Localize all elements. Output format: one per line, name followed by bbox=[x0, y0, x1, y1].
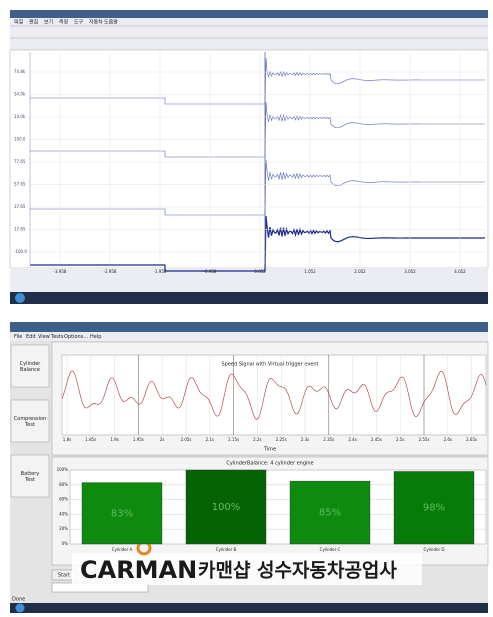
x-label: -3.958 bbox=[54, 269, 67, 274]
x-tick-label: 2.1s bbox=[206, 437, 214, 442]
x-tick-label: 1.95s bbox=[133, 437, 144, 442]
y-label: 17.65 bbox=[14, 227, 26, 232]
scope-plot bbox=[9, 49, 489, 269]
menu-item[interactable]: 측정 bbox=[59, 19, 68, 26]
y-label: 77.65 bbox=[14, 159, 26, 164]
y-label: 54.0k bbox=[14, 92, 26, 97]
x-label: -2.958 bbox=[104, 269, 117, 274]
y-tick-label: 100% bbox=[57, 467, 69, 472]
start-orb[interactable] bbox=[15, 293, 25, 303]
x-tick-label: 2.25s bbox=[276, 437, 287, 442]
menu-item[interactable]: File bbox=[14, 334, 22, 340]
x-tick-label: 1.9s bbox=[110, 437, 118, 442]
toolbar bbox=[10, 18, 488, 50]
taskbar bbox=[10, 292, 488, 304]
status-bar bbox=[10, 268, 488, 292]
x-label: 4.052 bbox=[454, 269, 466, 274]
bar-label: 100% bbox=[212, 502, 241, 513]
speed-plot bbox=[61, 354, 487, 436]
watermark-brand: CARMAN bbox=[80, 556, 197, 584]
bar bbox=[185, 469, 267, 545]
y-tick-label: 0% bbox=[62, 541, 69, 546]
y-label: 37.65 bbox=[14, 204, 26, 209]
bar bbox=[393, 471, 475, 545]
speed-x-label: Time bbox=[263, 447, 276, 453]
x-tick-label: 2.5s bbox=[396, 437, 404, 442]
sidebar-button[interactable] bbox=[10, 399, 50, 443]
menu-item[interactable]: 파일 bbox=[14, 19, 24, 26]
bar bbox=[289, 480, 371, 545]
menu-item[interactable]: 자동차 bbox=[89, 19, 103, 26]
x-tick-label: 2s bbox=[160, 437, 165, 442]
y-label: 14.0k bbox=[14, 114, 26, 119]
x-tick-label: 1.85s bbox=[85, 437, 96, 442]
speed-title: Speed Signal with Virtual trigger event bbox=[221, 362, 318, 368]
sidebar-button[interactable] bbox=[10, 344, 50, 388]
bar-label: 85% bbox=[319, 508, 341, 519]
x-label: 1.052 bbox=[304, 269, 316, 274]
x-label: 2.052 bbox=[354, 269, 366, 274]
x-tick-label: 2.3s bbox=[301, 437, 309, 442]
bar-label: 83% bbox=[111, 508, 133, 519]
menu-item[interactable]: Options... bbox=[64, 334, 88, 340]
menu-item[interactable]: 도움말 bbox=[104, 19, 118, 26]
x-tick-label: 2.35s bbox=[323, 437, 334, 442]
title-bar bbox=[10, 10, 488, 18]
x-tick-label: 2.05s bbox=[181, 437, 192, 442]
x-tick-label: 2.65s bbox=[466, 437, 477, 442]
y-label: 57.65 bbox=[14, 182, 26, 187]
menu-item[interactable]: Edit bbox=[26, 334, 36, 340]
watermark-text: 카맨샵 성수자동차공업사 bbox=[198, 560, 397, 582]
x-label: 0.052 bbox=[254, 269, 266, 274]
x-tick-label: 2.15s bbox=[228, 437, 239, 442]
status-text: Done bbox=[12, 597, 25, 603]
balance-title: CylinderBalance: 4 cylinder engine bbox=[226, 461, 313, 467]
sidebar-label: Cylinder Balance bbox=[20, 361, 42, 373]
y-tick-label: 40% bbox=[59, 511, 68, 516]
menu-item[interactable]: 보기 bbox=[44, 19, 53, 26]
category-label: Cylinder B bbox=[216, 547, 237, 552]
x-tick-label: 2.2s bbox=[253, 437, 261, 442]
y-tick-label: 60% bbox=[59, 497, 68, 502]
x-tick-label: 2.4s bbox=[348, 437, 356, 442]
category-label: Cylinder D bbox=[424, 547, 445, 552]
y-tick-label: 20% bbox=[59, 526, 68, 531]
menu-item[interactable]: Tests bbox=[50, 334, 64, 340]
start-orb[interactable] bbox=[15, 603, 25, 613]
sidebar-label: Battery Test bbox=[21, 471, 40, 483]
menu-item[interactable]: 도구 bbox=[74, 20, 84, 26]
menu-item[interactable]: Help bbox=[90, 334, 101, 340]
x-tick-label: 2.55s bbox=[419, 437, 430, 442]
sidebar-button[interactable] bbox=[10, 454, 50, 498]
y-label: 74.8k bbox=[14, 69, 26, 74]
x-tick-label: 1.8s bbox=[63, 437, 71, 442]
taskbar bbox=[10, 603, 488, 613]
speed-wave bbox=[61, 370, 487, 420]
y-label: -100.0 bbox=[14, 249, 27, 254]
x-label: -0.958 bbox=[204, 269, 217, 274]
title-bar bbox=[10, 322, 488, 332]
bar-label: 98% bbox=[423, 503, 445, 514]
x-label: 3.052 bbox=[404, 269, 416, 274]
bar bbox=[81, 482, 163, 545]
menu-item[interactable]: View bbox=[38, 334, 50, 340]
watermark-bg bbox=[72, 553, 422, 585]
x-tick-label: 2.45s bbox=[371, 437, 382, 442]
y-tick-label: 80% bbox=[59, 482, 68, 487]
y-label: 100.0 bbox=[14, 137, 26, 142]
menu-item[interactable]: 편집 bbox=[29, 19, 38, 26]
x-label: -1.958 bbox=[154, 269, 167, 274]
x-tick-label: 2.6s bbox=[444, 437, 452, 442]
sidebar-label: Compression Test bbox=[14, 416, 46, 428]
category-label: Cylinder A bbox=[112, 547, 133, 552]
category-label: Cylinder C bbox=[320, 547, 341, 552]
start-label: Start bbox=[58, 573, 70, 579]
menu-bar bbox=[10, 332, 488, 341]
